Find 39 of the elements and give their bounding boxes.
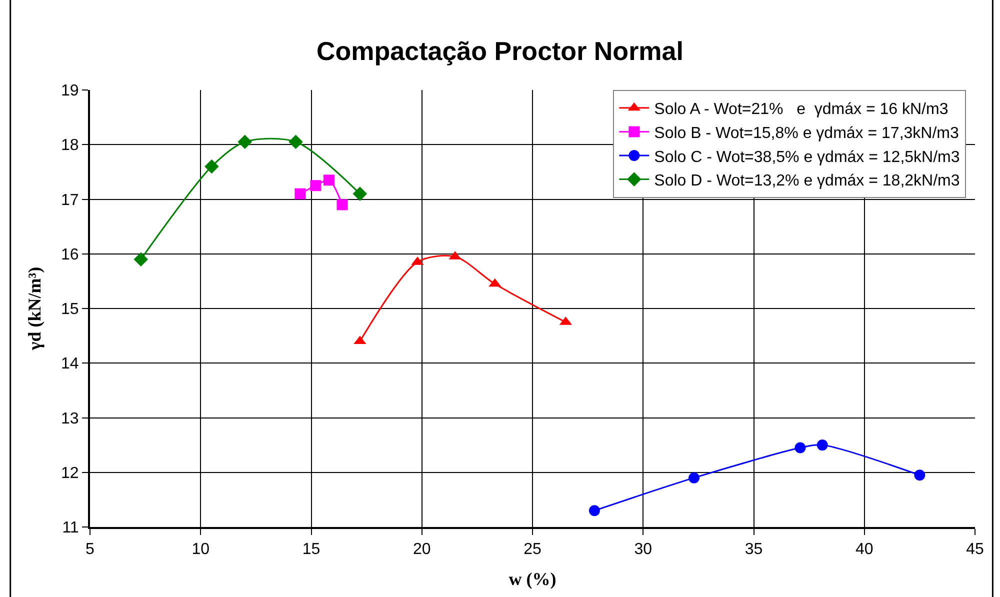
y-tick-label: 15	[61, 301, 79, 318]
x-tick-label: 35	[744, 541, 763, 558]
point	[238, 134, 252, 150]
point	[310, 180, 322, 192]
x-tick-label: 40	[855, 541, 874, 558]
point	[588, 505, 600, 516]
point	[323, 174, 334, 186]
point	[288, 134, 303, 150]
y-tick-label: 13	[61, 410, 79, 428]
y-tick-label: 14	[61, 356, 79, 373]
point	[914, 470, 926, 481]
x-axis-title: w (%)	[508, 568, 556, 589]
y-tick-label: 18	[61, 137, 79, 154]
point	[816, 440, 828, 451]
point	[336, 199, 348, 210]
point	[294, 188, 306, 200]
legend-label: Solo D - Wot=13,2% e γdmáx = 18,2kN/m3	[654, 172, 960, 190]
point	[794, 442, 806, 454]
point	[204, 159, 219, 174]
y-tick-label: 19	[61, 82, 79, 100]
x-tick-label: 30	[634, 541, 652, 558]
y-tick-label: 16	[61, 246, 79, 264]
y-axis-title: γd (kN/m³)	[24, 266, 45, 352]
y-tick-label: 17	[61, 192, 79, 209]
x-tick-label: 10	[192, 541, 210, 558]
legend-label: Solo C - Wot=38,5% e γdmáx = 12,5kN/m3	[654, 148, 960, 166]
legend-label: Solo A - Wot=21% e γdmáx = 16 kN/m3	[654, 101, 948, 118]
x-tick-label: 15	[302, 541, 320, 558]
point	[134, 252, 148, 266]
x-tick-label: 45	[966, 541, 984, 558]
x-tick-label: 20	[412, 541, 431, 558]
legend-label: Solo B - Wot=15,8% e γdmáx = 17,3kN/m3	[654, 124, 959, 142]
point	[688, 472, 700, 484]
x-tick-label: 5	[86, 541, 95, 558]
x-tick-label: 25	[524, 541, 542, 558]
y-tick-label: 11	[62, 520, 79, 537]
chart-title: Compactação Proctor Normal	[316, 36, 684, 66]
y-tick-label: 12	[61, 464, 79, 482]
point	[352, 186, 368, 201]
